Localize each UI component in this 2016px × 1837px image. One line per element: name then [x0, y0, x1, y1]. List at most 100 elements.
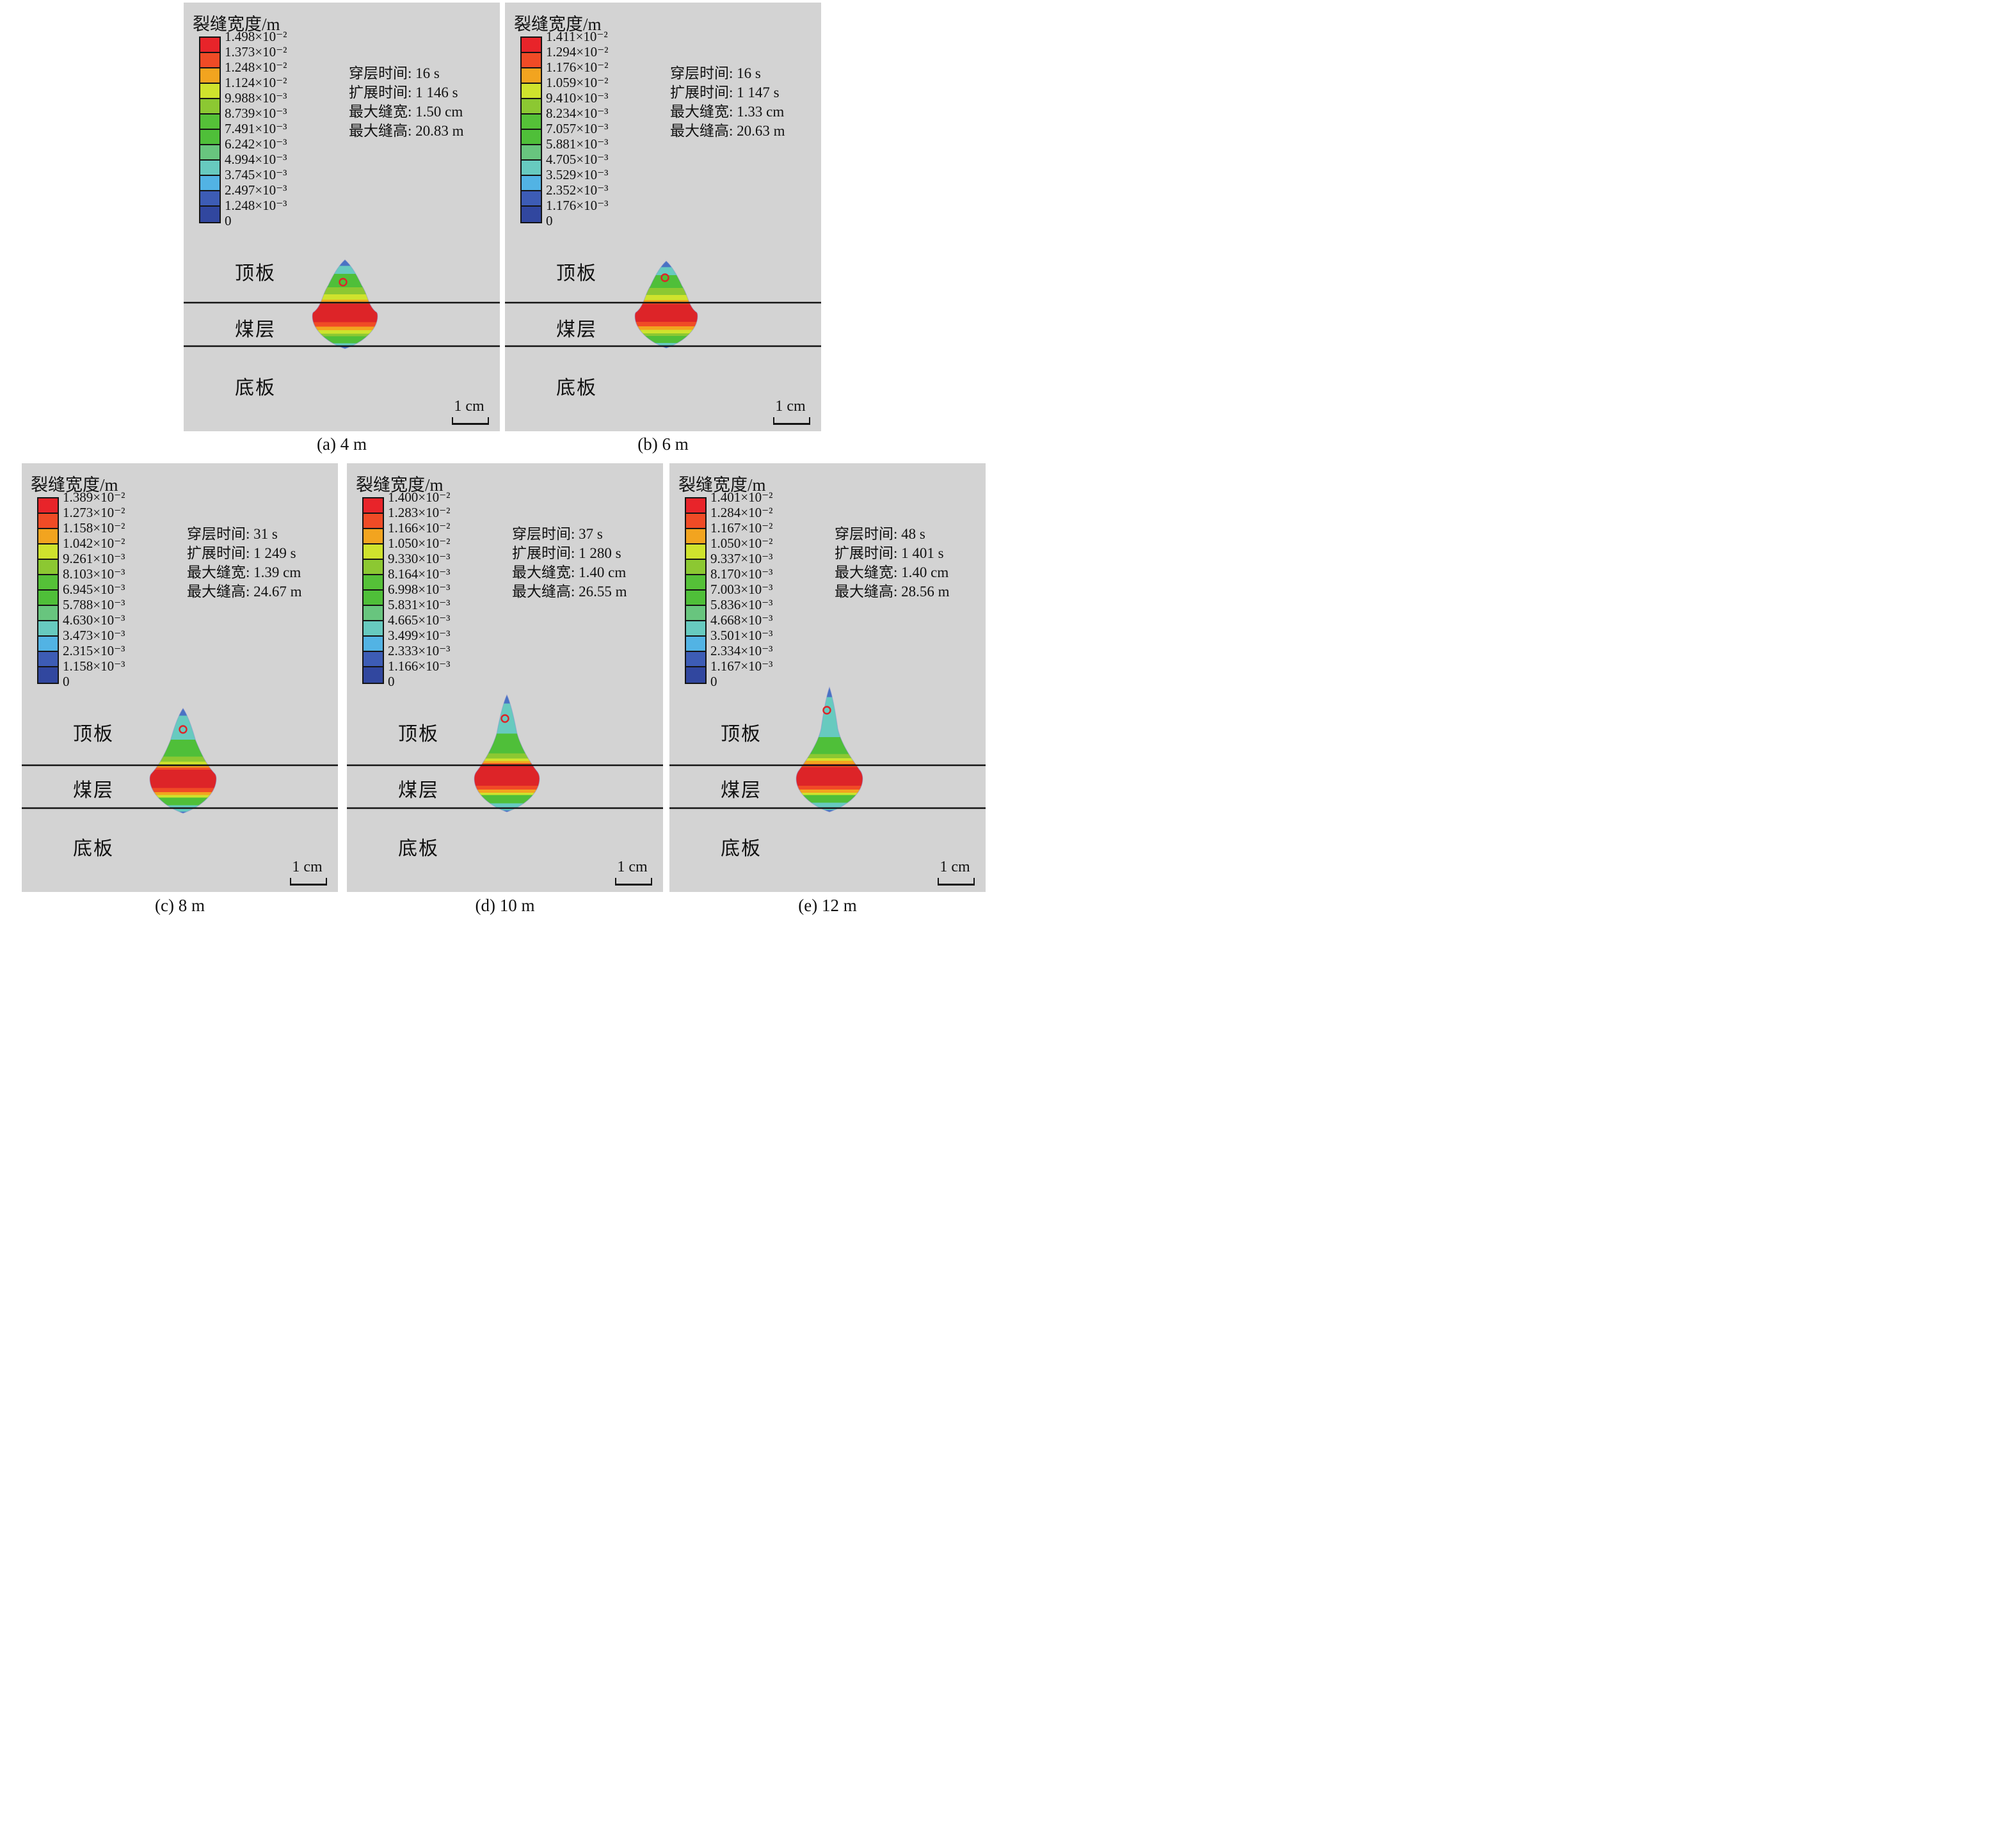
- colorbar-tick-label: 7.003×10⁻³: [710, 582, 773, 597]
- colorbar-tick-label: 9.337×10⁻³: [710, 551, 773, 566]
- simulation-panel-d: 裂缝宽度/m 1.400×10⁻² 1.283×10⁻² 1.166×10⁻² 1.05…: [347, 463, 663, 892]
- coal-seam-label: 煤层: [556, 319, 597, 340]
- annotation-line: 最大缝高: 20.63 m: [670, 123, 785, 139]
- annotation-line: 扩展时间: 1 146 s: [349, 84, 458, 100]
- floor-label: 底板: [398, 838, 439, 859]
- colorbar-tick-label: 8.739×10⁻³: [225, 106, 287, 121]
- panel-caption-b: (b) 6 m: [637, 434, 689, 454]
- colorbar-block-3: [38, 545, 58, 560]
- floor-label: 底板: [235, 378, 276, 399]
- colorbar-tick-label: 1.401×10⁻²: [710, 489, 773, 505]
- colorbar-block-7: [364, 606, 383, 621]
- floor-label: 底板: [73, 838, 114, 859]
- colorbar-tick-label: 5.881×10⁻³: [546, 136, 609, 152]
- panel-caption-a: (a) 4 m: [317, 434, 367, 454]
- colorbar-block-6: [522, 130, 541, 145]
- colorbar-block-6: [686, 591, 705, 606]
- legend-title: 裂缝宽度/m: [31, 475, 118, 495]
- colorbar-tick-label: 1.124×10⁻²: [225, 75, 287, 90]
- annotation-line: 扩展时间: 1 401 s: [835, 545, 944, 561]
- colorbar-tick-label: 5.836×10⁻³: [710, 597, 773, 612]
- colorbar-block-5: [364, 575, 383, 591]
- panel-caption-d: (d) 10 m: [475, 896, 535, 915]
- roof-label: 顶板: [721, 724, 762, 745]
- annotation-line: 扩展时间: 1 147 s: [670, 84, 780, 100]
- injection-point-marker: [179, 725, 188, 734]
- colorbar: [685, 497, 707, 684]
- colorbar-block-2: [522, 68, 541, 84]
- scale-bar-bracket: [773, 417, 810, 425]
- annotation-line: 最大缝高: 26.55 m: [512, 584, 627, 600]
- annotation-line: 最大缝宽: 1.50 cm: [349, 104, 463, 120]
- colorbar-tick-label: 8.164×10⁻³: [388, 566, 451, 582]
- colorbar-block-5: [686, 575, 705, 591]
- colorbar-tick-label: 1.059×10⁻²: [546, 75, 609, 90]
- colorbar-block-6: [364, 591, 383, 606]
- annotation-block: 穿层时间: 16 s 扩展时间: 1 147 s 最大缝宽: 1.33 cm 最大缝高…: [670, 64, 785, 141]
- colorbar-block-8: [364, 621, 383, 637]
- injection-point-marker: [500, 714, 509, 723]
- colorbar-tick-label: 6.945×10⁻³: [63, 582, 125, 597]
- colorbar-tick-label: 9.330×10⁻³: [388, 551, 451, 566]
- roof-label: 顶板: [73, 724, 114, 745]
- colorbar-tick-label: 1.294×10⁻²: [546, 44, 609, 60]
- roof-label: 顶板: [235, 263, 276, 284]
- coal-seam-label: 煤层: [73, 780, 114, 801]
- legend-title: 裂缝宽度/m: [193, 15, 280, 34]
- colorbar-tick-label: 1.050×10⁻²: [710, 536, 773, 551]
- colorbar-block-4: [200, 99, 220, 115]
- colorbar-tick-label: 1.176×10⁻³: [546, 198, 609, 213]
- panel-caption-c: (c) 8 m: [155, 896, 205, 915]
- coal-seam-label: 煤层: [721, 780, 762, 801]
- colorbar-block-2: [38, 529, 58, 545]
- colorbar-block-4: [686, 560, 705, 575]
- colorbar-block-1: [200, 53, 220, 68]
- colorbar-tick-label: 1.411×10⁻²: [546, 29, 608, 44]
- colorbar-block-6: [200, 130, 220, 145]
- colorbar-tick-label: 1.248×10⁻²: [225, 60, 287, 75]
- simulation-panel-a: 裂缝宽度/m 1.498×10⁻² 1.373×10⁻² 1.248×10⁻² 1.12…: [184, 3, 500, 431]
- colorbar-block-10: [522, 191, 541, 207]
- colorbar: [199, 36, 221, 223]
- annotation-line: 穿层时间: 16 s: [670, 65, 761, 81]
- colorbar-tick-label: 3.745×10⁻³: [225, 167, 287, 182]
- colorbar-block-2: [364, 529, 383, 545]
- colorbar-block-3: [522, 84, 541, 99]
- annotation-block: 穿层时间: 37 s 扩展时间: 1 280 s 最大缝宽: 1.40 cm 最大缝高…: [512, 525, 627, 601]
- colorbar-block-11: [38, 667, 58, 683]
- colorbar-tick-label: 8.103×10⁻³: [63, 566, 125, 582]
- colorbar-block-9: [364, 637, 383, 652]
- scale-bar-label: 1 cm: [775, 398, 806, 415]
- colorbar-block-4: [38, 560, 58, 575]
- coal-seam-label: 煤层: [235, 319, 276, 340]
- colorbar-block-1: [686, 514, 705, 529]
- colorbar-tick-label: 1.050×10⁻²: [388, 536, 451, 551]
- colorbar-tick-label: 1.158×10⁻³: [63, 658, 125, 674]
- colorbar-tick-label: 1.167×10⁻³: [710, 658, 773, 674]
- colorbar-tick-label: 1.373×10⁻²: [225, 44, 287, 60]
- annotation-line: 最大缝高: 24.67 m: [187, 584, 302, 600]
- colorbar-block-5: [38, 575, 58, 591]
- colorbar-block-11: [200, 207, 220, 222]
- colorbar-tick-label: 0: [225, 213, 232, 228]
- colorbar-block-7: [522, 145, 541, 161]
- fracture-shape: [796, 686, 863, 813]
- annotation-line: 穿层时间: 48 s: [835, 526, 925, 542]
- colorbar-block-0: [522, 38, 541, 53]
- scale-bar-label: 1 cm: [617, 859, 648, 875]
- annotation-block: 穿层时间: 31 s 扩展时间: 1 249 s 最大缝宽: 1.39 cm 最大缝高…: [187, 525, 302, 601]
- colorbar-block-5: [200, 115, 220, 130]
- colorbar-block-1: [364, 514, 383, 529]
- colorbar-block-8: [686, 621, 705, 637]
- scale-bar-bracket: [938, 878, 975, 886]
- colorbar-tick-label: 6.242×10⁻³: [225, 136, 287, 152]
- fracture-shape: [312, 259, 378, 349]
- colorbar-tick-label: 7.057×10⁻³: [546, 121, 609, 136]
- colorbar-block-1: [522, 53, 541, 68]
- panel-caption-e: (e) 12 m: [798, 896, 857, 915]
- colorbar-tick-label: 5.831×10⁻³: [388, 597, 451, 612]
- colorbar-tick-label: 8.234×10⁻³: [546, 106, 609, 121]
- colorbar-tick-label: 1.284×10⁻²: [710, 505, 773, 520]
- colorbar-block-8: [200, 161, 220, 176]
- colorbar-block-8: [38, 621, 58, 637]
